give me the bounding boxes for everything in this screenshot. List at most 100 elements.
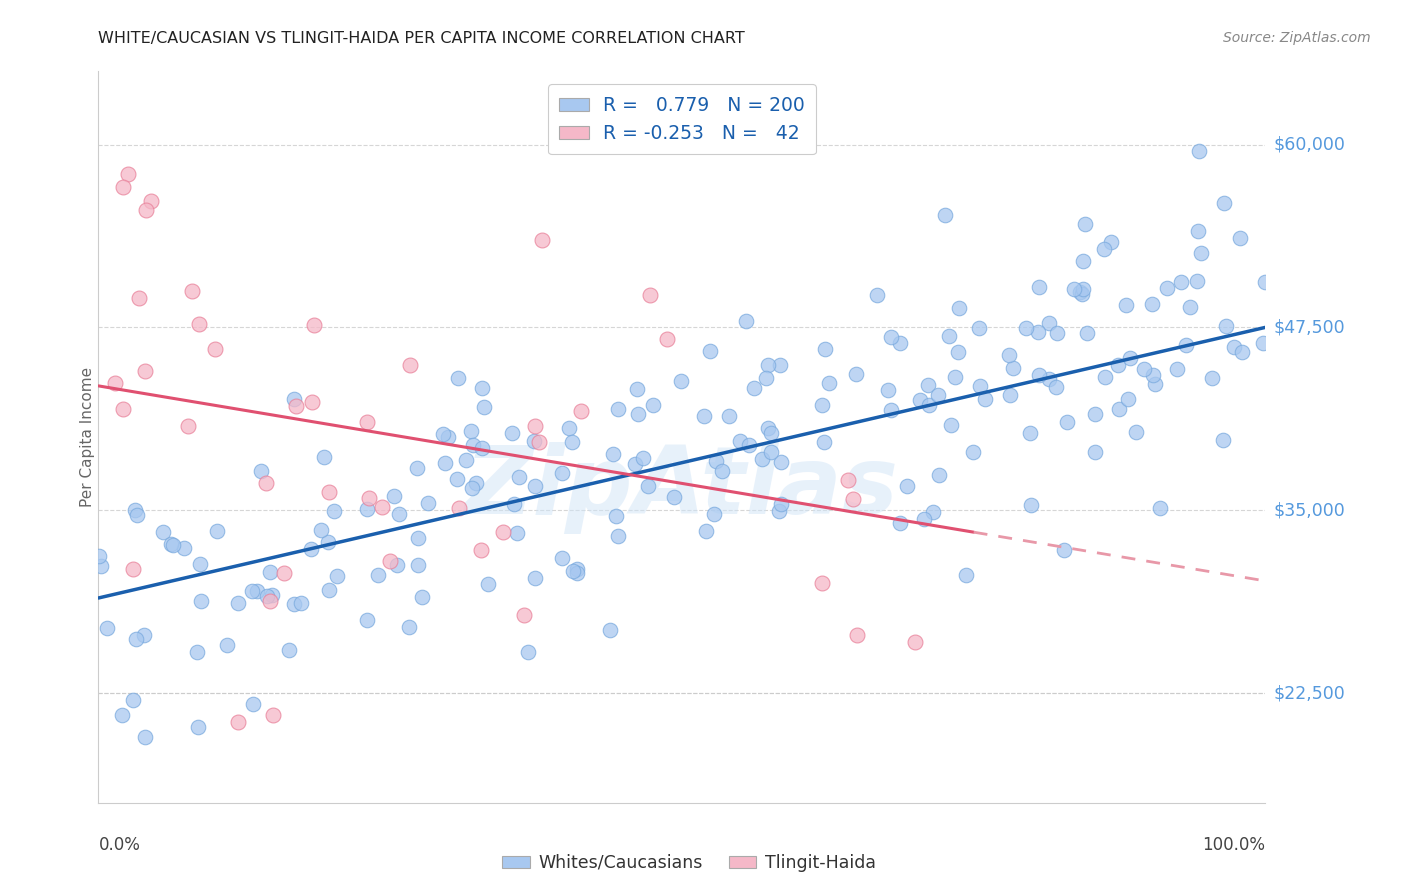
Point	[655, 332, 678, 346]
Point	[558, 420, 581, 434]
Point	[506, 526, 529, 541]
Point	[1253, 275, 1275, 289]
Point	[162, 538, 184, 552]
Point	[734, 314, 756, 328]
Point	[472, 400, 495, 414]
Point	[1038, 316, 1060, 330]
Point	[122, 562, 145, 576]
Point	[437, 430, 460, 444]
Point	[969, 379, 991, 393]
Point	[599, 623, 621, 637]
Point	[124, 502, 146, 516]
Point	[704, 453, 727, 467]
Point	[173, 541, 195, 555]
Point	[454, 453, 477, 467]
Point	[1092, 242, 1115, 256]
Point	[751, 452, 773, 467]
Point	[637, 479, 659, 493]
Point	[880, 403, 903, 417]
Point	[845, 367, 868, 381]
Point	[356, 501, 378, 516]
Point	[128, 291, 150, 305]
Point	[912, 512, 935, 526]
Point	[245, 584, 267, 599]
Point	[1019, 499, 1042, 513]
Point	[205, 524, 228, 538]
Point	[904, 635, 927, 649]
Point	[399, 358, 422, 372]
Point	[1056, 415, 1078, 429]
Point	[502, 497, 524, 511]
Point	[204, 343, 226, 357]
Point	[356, 416, 378, 430]
Point	[240, 583, 263, 598]
Point	[880, 330, 903, 344]
Point	[273, 566, 295, 580]
Point	[1175, 338, 1198, 352]
Point	[527, 434, 550, 449]
Point	[1045, 380, 1067, 394]
Point	[946, 345, 969, 359]
Point	[382, 489, 405, 503]
Point	[1071, 282, 1094, 296]
Point	[624, 457, 647, 471]
Point	[567, 562, 589, 576]
Text: $35,000: $35,000	[1274, 501, 1346, 519]
Point	[1084, 407, 1107, 421]
Point	[607, 529, 630, 543]
Text: 100.0%: 100.0%	[1202, 836, 1265, 854]
Point	[941, 417, 963, 432]
Point	[388, 507, 411, 521]
Point	[631, 451, 654, 466]
Point	[312, 450, 335, 464]
Point	[1119, 351, 1142, 365]
Point	[104, 376, 127, 391]
Point	[813, 434, 835, 449]
Y-axis label: Per Capita Income: Per Capita Income	[80, 367, 94, 508]
Point	[367, 568, 389, 582]
Point	[627, 408, 650, 422]
Point	[837, 473, 859, 487]
Point	[226, 596, 249, 610]
Point	[669, 374, 692, 388]
Point	[699, 344, 721, 359]
Point	[607, 401, 630, 416]
Point	[446, 472, 468, 486]
Point	[638, 288, 661, 302]
Point	[256, 590, 278, 604]
Point	[1107, 358, 1129, 372]
Point	[434, 456, 457, 470]
Point	[662, 490, 685, 504]
Point	[1000, 388, 1022, 402]
Point	[1125, 425, 1147, 439]
Point	[1187, 224, 1209, 238]
Text: 0.0%: 0.0%	[98, 836, 141, 854]
Point	[769, 497, 792, 511]
Point	[770, 455, 793, 469]
Point	[152, 525, 174, 540]
Point	[180, 284, 202, 298]
Point	[215, 638, 238, 652]
Point	[1143, 376, 1166, 391]
Point	[187, 720, 209, 734]
Point	[948, 301, 970, 315]
Point	[918, 398, 941, 412]
Point	[508, 470, 530, 484]
Point	[517, 645, 540, 659]
Point	[1212, 195, 1234, 210]
Point	[186, 645, 208, 659]
Point	[1069, 285, 1091, 299]
Point	[513, 607, 536, 622]
Point	[1170, 275, 1192, 289]
Point	[560, 434, 582, 449]
Point	[728, 434, 751, 449]
Point	[259, 594, 281, 608]
Point	[190, 594, 212, 608]
Point	[432, 427, 454, 442]
Point	[1229, 231, 1251, 245]
Point	[160, 537, 183, 551]
Point	[756, 421, 779, 435]
Point	[917, 377, 939, 392]
Point	[471, 381, 494, 395]
Point	[461, 438, 484, 452]
